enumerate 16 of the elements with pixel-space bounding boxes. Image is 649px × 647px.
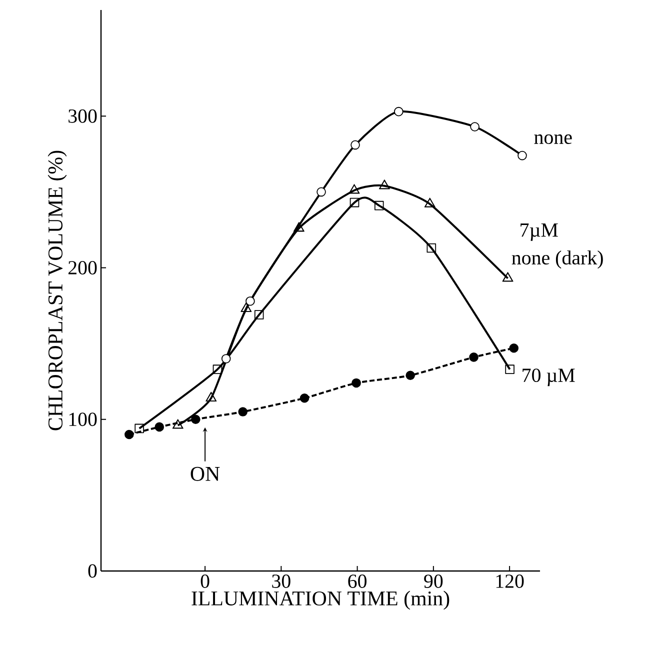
x-axis-title: ILLUMINATION TIME (min)	[192, 590, 450, 610]
x-tick-label: 30	[272, 574, 290, 588]
y-tick-label: 200	[68, 261, 97, 274]
series-label: none	[534, 134, 572, 144]
x-tick-label: 60	[348, 574, 367, 588]
x-tick-label: 120	[496, 574, 524, 588]
x-tick-label: 0	[200, 574, 210, 588]
annotation: ON	[190, 466, 220, 481]
y-tick-label: 100	[69, 412, 97, 426]
text: none (dark)	[512, 250, 603, 269]
x-tick-label: 90	[424, 574, 443, 588]
series-label: 70 µM	[522, 368, 575, 386]
series-label: 7µM	[520, 224, 558, 241]
y-tick-label: 0	[88, 564, 97, 578]
y-tick-label: 300	[68, 109, 97, 123]
y-axis-title: CHLOROPLAST VOLUME (%)	[48, 150, 67, 430]
